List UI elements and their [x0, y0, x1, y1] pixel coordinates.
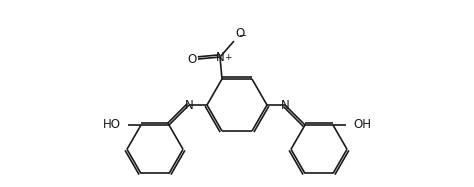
- Text: −: −: [239, 31, 247, 41]
- Text: O: O: [235, 27, 244, 40]
- Text: HO: HO: [103, 119, 121, 131]
- Text: N: N: [281, 99, 289, 111]
- Text: N: N: [185, 99, 193, 111]
- Text: N: N: [216, 50, 224, 64]
- Text: O: O: [187, 53, 197, 65]
- Text: +: +: [225, 53, 232, 62]
- Text: OH: OH: [353, 119, 371, 131]
